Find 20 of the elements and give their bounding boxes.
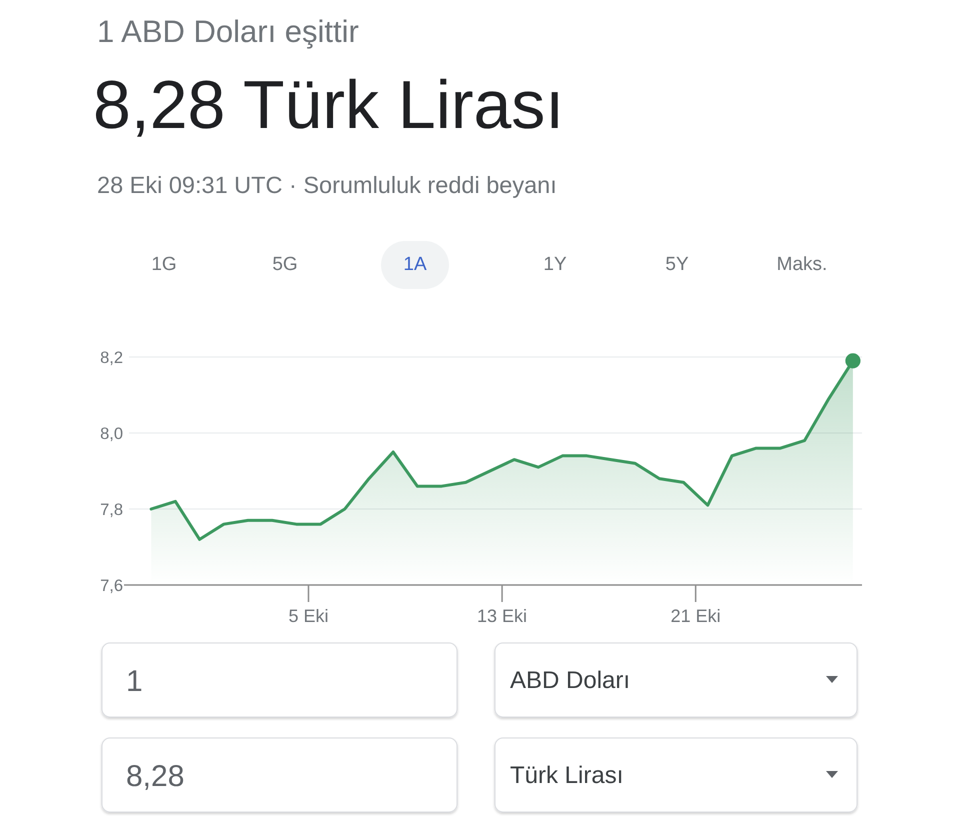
text: ABD Doları [510, 667, 630, 694]
text: 1Y [543, 254, 567, 275]
y-tick-label: 8,2 [100, 349, 123, 367]
text: 1 ABD Doları eşittir [97, 14, 359, 49]
text: Türk Lirası [510, 762, 624, 789]
text: 1 [126, 665, 143, 698]
y-tick-label: 7,8 [100, 501, 123, 519]
chart-title: 8,28 Türk Lirası [93, 67, 564, 143]
x-tick-label: 13 Eki [477, 606, 528, 626]
text: 5G [272, 254, 298, 275]
y-tick-label: 8,0 [100, 425, 123, 443]
text: 5Y [665, 254, 689, 275]
text: 1G [151, 254, 177, 275]
text: Maks. [776, 254, 828, 275]
chart-subtitle: 28 Eki 09:31 UTC · Sorumluluk reddi beyanı [97, 172, 557, 198]
x-tick-label: 21 Eki [670, 606, 721, 626]
text: 8,28 [126, 760, 184, 793]
text: 1A [403, 254, 427, 275]
y-tick-label: 7,6 [100, 577, 123, 595]
x-tick-label: 5 Eki [288, 606, 328, 626]
